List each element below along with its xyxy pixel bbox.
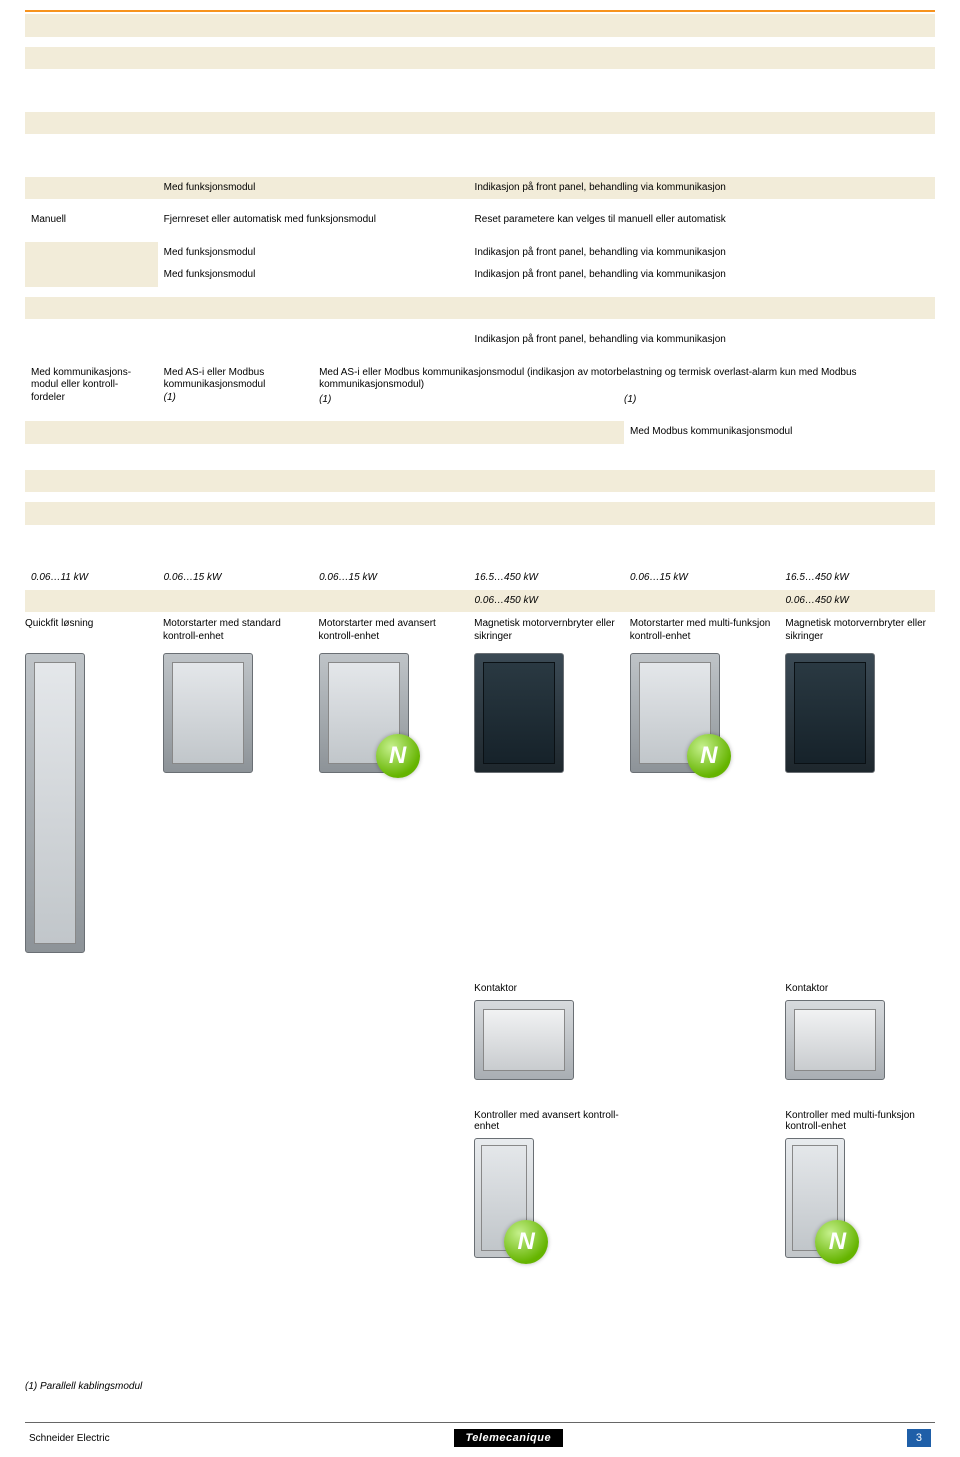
prod-c2: Motorstarter med avansert kontroll-enhet xyxy=(319,618,469,643)
kw1-c1: 0.06…15 kW xyxy=(158,567,313,590)
power-table: 0.06…11 kW 0.06…15 kW 0.06…15 kW 16.5…45… xyxy=(25,470,935,613)
n-badge-icon: N xyxy=(687,734,731,778)
prod-c0: Quickfit løsning xyxy=(25,618,157,643)
kw1-c4: 0.06…15 kW xyxy=(624,567,779,590)
cell-manuell-c0: Manuell xyxy=(25,209,158,232)
n-badge-icon: N xyxy=(504,1220,548,1264)
cell-comm-c1: Med AS-i eller Modbus kommunikasjonsmodu… xyxy=(164,367,266,391)
cell-comm-c2: Med AS-i eller Modbus kommunikasjonsmodu… xyxy=(319,367,856,391)
cell-comm-c0: Med kommunikasjons-modul eller kontroll-… xyxy=(25,362,158,412)
n-badge-icon: N xyxy=(376,734,420,778)
cell-modbus-c4: Med Modbus kommunikasjonsmodul xyxy=(624,421,935,444)
cell-comm-c1-sub: (1) xyxy=(164,392,176,403)
cell-medfunk2b-c3: Indikasjon på front panel, behandling vi… xyxy=(469,264,780,287)
kontaktor-label-1: Kontaktor xyxy=(474,983,624,994)
device-quickfit xyxy=(25,653,85,953)
kw1-c0: 0.06…11 kW xyxy=(25,567,158,590)
kw2-c5: 0.06…450 kW xyxy=(779,590,935,613)
cell-medfunk2a-c1: Med funksjonsmodul xyxy=(158,242,313,265)
prod-c5: Magnetisk motorvernbryter eller sikringe… xyxy=(785,618,935,643)
cell-manuell-c1: Fjernreset eller automatisk med funksjon… xyxy=(158,209,469,232)
kontaktor-label-2: Kontaktor xyxy=(785,983,935,994)
footer-page-number: 3 xyxy=(907,1429,931,1447)
cell-comm-c2-sub: (1) xyxy=(319,394,471,407)
device-advanced-starter: N xyxy=(319,653,409,773)
device-kontaktor-1 xyxy=(474,1000,574,1080)
product-label-row: Quickfit løsning Motorstarter med standa… xyxy=(25,618,935,643)
controller-label-2: Kontroller med multi-funksjon kontroll-e… xyxy=(785,1110,935,1132)
kw2-c3: 0.06…450 kW xyxy=(469,590,624,613)
device-kontaktor-2 xyxy=(785,1000,885,1080)
prod-c3: Magnetisk motorvernbryter eller sikringe… xyxy=(474,618,624,643)
cell-medfunk2a-c3: Indikasjon på front panel, behandling vi… xyxy=(469,242,780,265)
device-breaker-2 xyxy=(785,653,875,773)
cell-ind-c3: Indikasjon på front panel, behandling vi… xyxy=(469,329,780,352)
cell-medfunk1-c3: Indikasjon på front panel, behandling vi… xyxy=(469,177,780,200)
cell-medfunk2b-c1: Med funksjonsmodul xyxy=(158,264,313,287)
prod-c1: Motorstarter med standard kontroll-enhet xyxy=(163,618,313,643)
controller-row: Kontroller med avansert kontroll-enhet N… xyxy=(25,1110,935,1261)
controller-label-1: Kontroller med avansert kontroll-enhet xyxy=(474,1110,624,1132)
footer-brand: Telemecanique xyxy=(454,1429,564,1447)
cell-comm-c4-sub: (1) xyxy=(624,394,776,407)
n-badge-icon: N xyxy=(815,1220,859,1264)
page-footer: Schneider Electric Telemecanique 3 xyxy=(25,1422,935,1447)
footer-company: Schneider Electric xyxy=(29,1433,110,1444)
cell-medfunk1-c1: Med funksjonsmodul xyxy=(158,177,313,200)
prod-c4: Motorstarter med multi-funksjon kontroll… xyxy=(630,618,780,643)
kw1-c2: 0.06…15 kW xyxy=(313,567,468,590)
feature-table: Med funksjonsmodul Indikasjon på front p… xyxy=(25,14,935,444)
kontaktor-row: Kontaktor Kontaktor xyxy=(25,983,935,1080)
device-multi-starter: N xyxy=(630,653,720,773)
footnote: (1) Parallell kablingsmodul xyxy=(25,1381,935,1392)
cell-manuell-c3: Reset parametere kan velges til manuell … xyxy=(469,209,780,232)
device-breaker-1 xyxy=(474,653,564,773)
kw1-c3: 16.5…450 kW xyxy=(469,567,624,590)
kw1-c5: 16.5…450 kW xyxy=(779,567,935,590)
device-standard-starter xyxy=(163,653,253,773)
product-image-row: N N xyxy=(25,653,935,953)
